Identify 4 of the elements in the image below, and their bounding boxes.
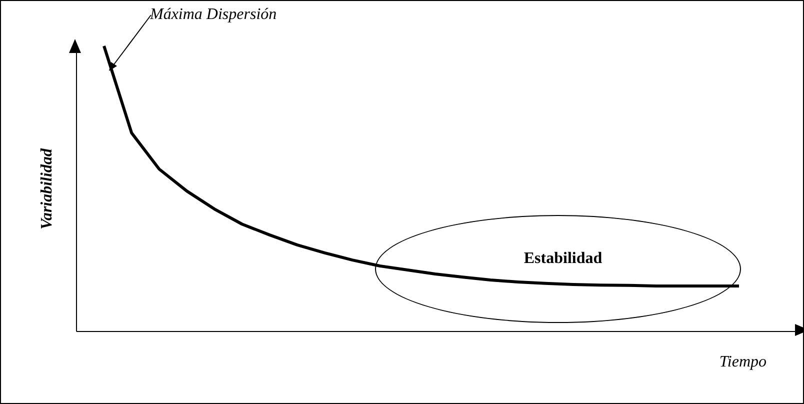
text: Máxima Dispersión	[149, 6, 277, 23]
y-axis-title: Variabilidad	[38, 148, 56, 230]
annotation: Estabilidad	[524, 250, 602, 267]
x-axis-title: Tiempo	[719, 354, 766, 370]
